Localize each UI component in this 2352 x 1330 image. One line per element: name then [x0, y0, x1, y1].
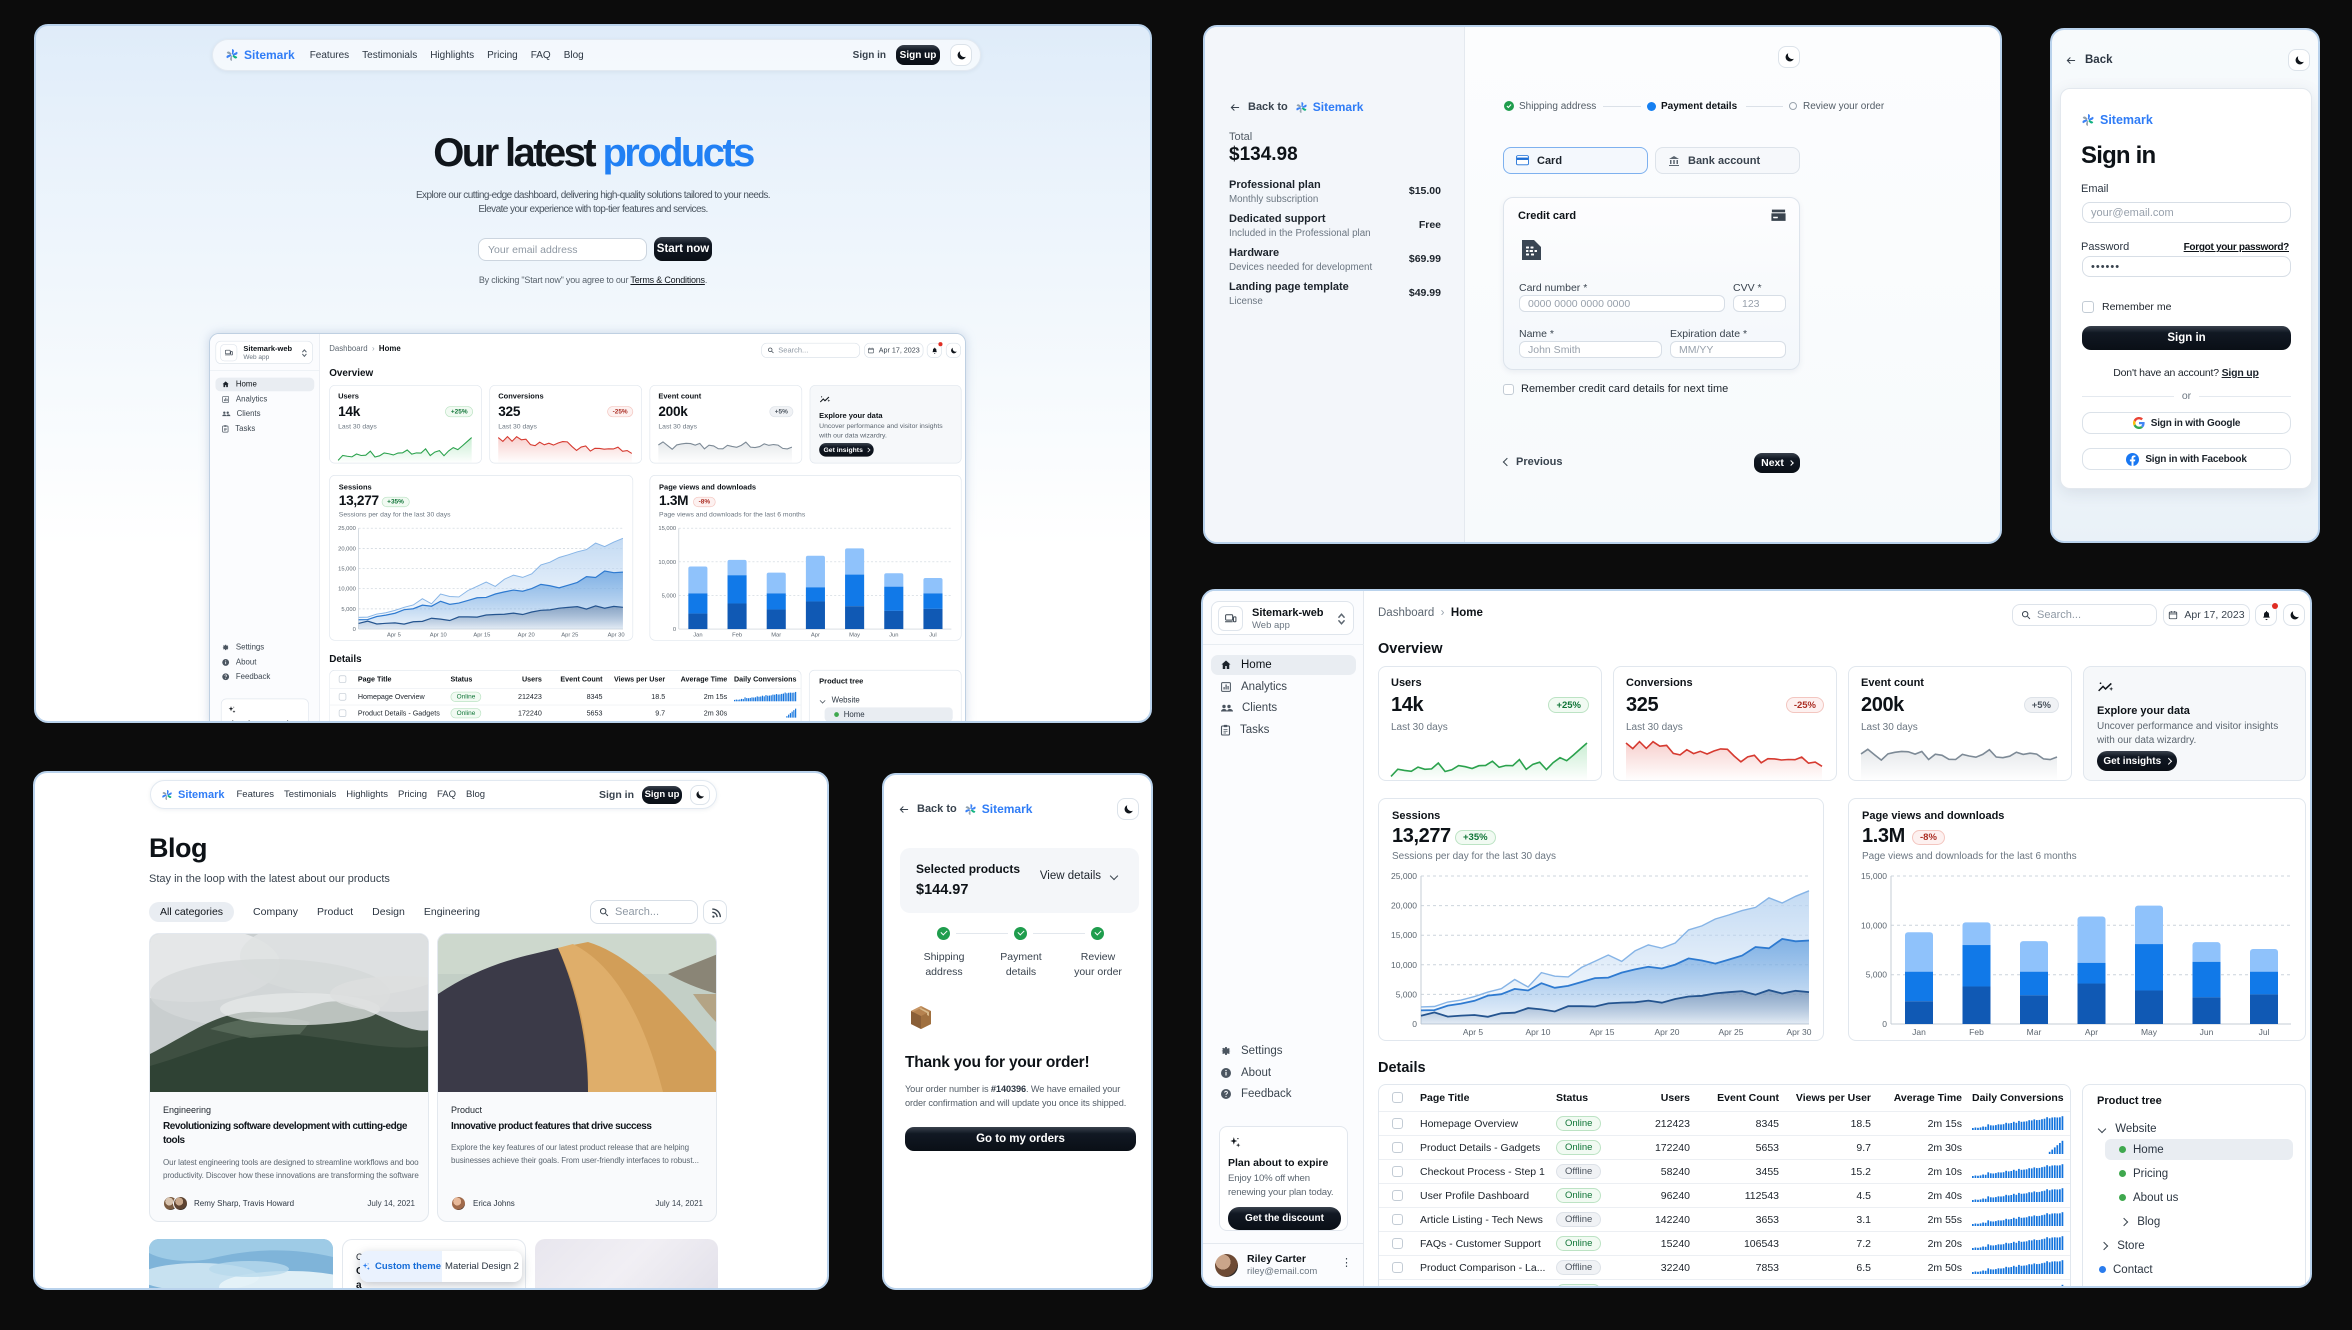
svg-text:10,000: 10,000 — [1861, 920, 1887, 930]
svg-text:20,000: 20,000 — [338, 546, 356, 552]
svg-text:Apr 25: Apr 25 — [561, 633, 578, 638]
svg-text:Jan: Jan — [693, 633, 702, 638]
svg-text:10,000: 10,000 — [338, 587, 356, 593]
svg-text:Feb: Feb — [1969, 1027, 1984, 1037]
svg-text:0: 0 — [353, 627, 356, 633]
svg-text:Apr 25: Apr 25 — [1718, 1027, 1743, 1037]
svg-text:Apr: Apr — [2085, 1027, 2098, 1037]
svg-text:Apr 5: Apr 5 — [387, 633, 401, 638]
svg-text:5,000: 5,000 — [1396, 989, 1418, 999]
svg-text:Jan: Jan — [1912, 1027, 1926, 1037]
svg-text:5,000: 5,000 — [662, 593, 676, 599]
svg-text:10,000: 10,000 — [658, 560, 676, 566]
svg-text:15,000: 15,000 — [1391, 930, 1417, 940]
svg-text:May: May — [2141, 1027, 2158, 1037]
svg-text:Mar: Mar — [771, 633, 781, 638]
svg-text:Mar: Mar — [2027, 1027, 2042, 1037]
svg-text:0: 0 — [1882, 1019, 1887, 1029]
svg-text:25,000: 25,000 — [1391, 871, 1417, 881]
svg-text:Apr 30: Apr 30 — [1786, 1027, 1811, 1037]
svg-text:Apr 20: Apr 20 — [518, 633, 535, 638]
svg-text:15,000: 15,000 — [338, 567, 356, 573]
svg-text:Apr 5: Apr 5 — [1463, 1027, 1484, 1037]
svg-text:Apr 20: Apr 20 — [1654, 1027, 1679, 1037]
svg-text:Apr 10: Apr 10 — [1525, 1027, 1550, 1037]
svg-text:0: 0 — [673, 627, 676, 633]
svg-text:15,000: 15,000 — [1861, 871, 1887, 881]
svg-text:20,000: 20,000 — [1391, 901, 1417, 911]
svg-text:25,000: 25,000 — [338, 526, 356, 532]
svg-text:Jun: Jun — [2200, 1027, 2214, 1037]
svg-text:Jul: Jul — [929, 633, 936, 638]
svg-text:Apr 10: Apr 10 — [430, 633, 447, 638]
svg-text:15,000: 15,000 — [658, 526, 676, 532]
svg-text:Apr 15: Apr 15 — [473, 633, 490, 638]
svg-text:Jul: Jul — [2259, 1027, 2270, 1037]
svg-text:May: May — [849, 633, 860, 638]
svg-text:0: 0 — [1412, 1019, 1417, 1029]
svg-text:Apr 30: Apr 30 — [608, 633, 625, 638]
svg-text:Feb: Feb — [732, 633, 742, 638]
svg-text:5,000: 5,000 — [1866, 970, 1888, 980]
svg-text:Apr 15: Apr 15 — [1589, 1027, 1614, 1037]
svg-text:5,000: 5,000 — [341, 607, 355, 613]
svg-text:Apr: Apr — [811, 633, 820, 638]
svg-text:Jun: Jun — [889, 633, 898, 638]
svg-text:10,000: 10,000 — [1391, 960, 1417, 970]
